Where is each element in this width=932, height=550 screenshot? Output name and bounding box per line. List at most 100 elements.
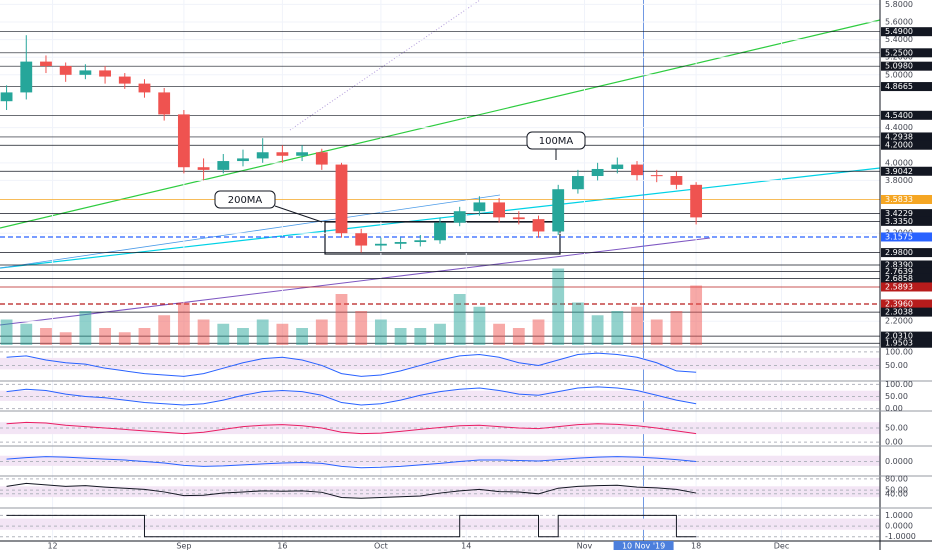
volume-bar (453, 294, 466, 345)
candle-body (177, 114, 190, 168)
y-tick-label: 0.00 (885, 438, 903, 447)
indicator-line (6, 352, 697, 377)
price-level-label-bg (881, 140, 932, 150)
price-level-label-bg (881, 132, 932, 142)
candle-body (572, 176, 584, 190)
volume-bar (414, 328, 427, 345)
candle-body (591, 168, 604, 177)
volume-bar (256, 319, 269, 345)
price-level-label-bg (881, 331, 932, 341)
volume-bar (296, 328, 308, 345)
price-level-label-bg (881, 48, 932, 58)
volume-bar (0, 319, 13, 345)
candle-body (217, 161, 230, 170)
volume-bar (276, 323, 289, 345)
y-tick-label: 2.2000 (885, 317, 913, 326)
crosshair-label: 10 Nov '19 (622, 542, 665, 550)
annotation-pointer (274, 205, 323, 223)
price-level-label: 2.7639 (885, 267, 913, 276)
price-level-label: 2.6858 (885, 274, 913, 283)
volume-bar (374, 319, 387, 345)
price-level-label: 3.5833 (885, 195, 913, 204)
crosshair-label-bg (613, 541, 674, 550)
volume-bar (79, 311, 92, 345)
candle-body (512, 217, 525, 220)
price-level-label-bg (881, 216, 932, 226)
price-level-label: 3.1575 (885, 232, 913, 241)
y-tick-label: 4.0000 (885, 158, 913, 167)
price-level-label-bg (881, 194, 932, 204)
y-tick-label: -1.0000 (885, 532, 916, 541)
y-tick-label: 40.00 (885, 489, 908, 498)
volume-bar (138, 328, 151, 345)
marks (0, 35, 703, 538)
volume-bar (158, 315, 171, 345)
volume-bar (650, 319, 663, 345)
price-level-label: 2.9800 (885, 248, 913, 257)
candle-body (59, 66, 72, 75)
candle-body (158, 92, 171, 115)
price-level-label-bg (881, 273, 932, 283)
annotation: 200MA (214, 190, 323, 223)
volume-bar (434, 323, 446, 345)
price-level-label: 2.3960 (885, 299, 913, 308)
annotation-text: 200MA (228, 195, 263, 206)
y-tick-label: 3.8000 (885, 176, 913, 185)
pane-band (0, 357, 880, 370)
price-level-label: 2.8390 (885, 260, 913, 269)
pane-band (0, 455, 880, 466)
price-level-label: 2.0310 (885, 332, 913, 341)
price-level-label: 5.0980 (885, 62, 913, 71)
trend-line (0, 194, 501, 269)
volume-bar (493, 323, 506, 345)
price-level-label: 3.9042 (885, 167, 913, 176)
y-tick-label: 5.4000 (885, 35, 913, 44)
indicator-line (6, 456, 697, 469)
candle-body (99, 70, 111, 77)
price-level-label: 2.3038 (885, 308, 913, 317)
volume-bar (670, 311, 683, 345)
annotation-text: 100MA (539, 136, 574, 147)
candle-body (335, 164, 348, 234)
volume-bar (591, 315, 604, 345)
volume-bar (611, 311, 624, 345)
pane-band (0, 486, 880, 498)
candle-body (532, 219, 545, 232)
candle-body (0, 92, 13, 102)
price-level-label: 1.9503 (885, 339, 913, 348)
candle-body (473, 202, 486, 212)
x-tick-label: Dec (774, 542, 789, 550)
x-tick-label: Sep (176, 542, 191, 550)
candle-body (355, 233, 368, 246)
price-level-label-bg (881, 260, 932, 270)
annotation: 100MA (526, 131, 586, 160)
candle-body (118, 76, 131, 84)
price-level-label-bg (881, 82, 932, 92)
price-level-label: 4.2938 (885, 132, 913, 141)
price-level-label-bg (881, 232, 932, 242)
candle-body (453, 211, 466, 223)
y-tick-label: 100.00 (885, 347, 913, 356)
y-tick-label: 0.00 (885, 404, 903, 413)
y-tick-label: 50.00 (885, 424, 908, 433)
candle-body (650, 175, 663, 177)
volume-bar (690, 285, 703, 345)
range-box (324, 221, 561, 255)
candle-body (315, 152, 328, 165)
price-level-label-bg (881, 299, 932, 309)
price-level-label-bg (881, 209, 932, 219)
x-tick-label: 18 (691, 542, 701, 550)
trend-line (0, 19, 881, 229)
price-level-label-bg (881, 110, 932, 120)
candle-body (138, 83, 151, 93)
price-level-label: 5.4900 (885, 27, 913, 36)
volume-bar (217, 323, 230, 345)
volume-bar (572, 302, 584, 345)
candle-body (631, 164, 643, 176)
candle-body (670, 176, 683, 185)
y-tick-label: 5.6000 (885, 18, 913, 27)
price-level-label-bg (881, 248, 932, 258)
x-tick-label: 16 (277, 542, 287, 550)
